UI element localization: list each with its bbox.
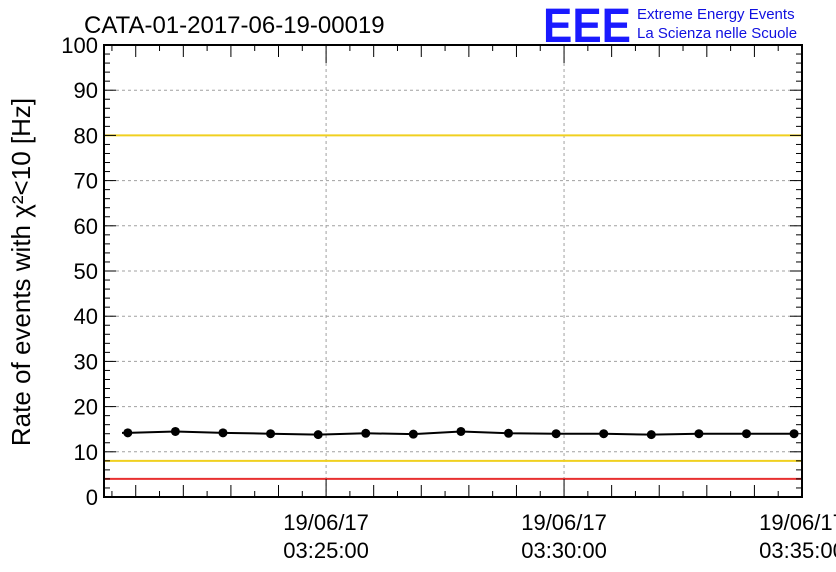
- logo-line-2: La Scienza nelle Scuole: [637, 25, 797, 42]
- y-tick-label: 40: [74, 304, 98, 329]
- data-point: [266, 429, 276, 439]
- eee-logo: EEE Extreme Energy Events La Scienza nel…: [543, 0, 797, 53]
- data-point: [123, 428, 133, 438]
- y-tick-label: 20: [74, 395, 98, 420]
- x-tick-label-time: 03:35:00: [759, 538, 836, 563]
- data-point: [361, 428, 371, 438]
- data-point: [551, 429, 561, 439]
- chart-title: CATA-01-2017-06-19-00019: [84, 12, 385, 39]
- y-axis-label: Rate of events with χ²<10 [Hz]: [6, 98, 36, 446]
- data-point: [218, 428, 228, 438]
- axes: 0 10 20 30 40 50 60 70 80 90 100 19/06/17 03:25:00 19…: [61, 33, 836, 563]
- x-tick-label-date: 19/06/17: [521, 510, 607, 535]
- y-tick-label: 80: [74, 123, 98, 148]
- x-tick-label-time: 03:30:00: [521, 538, 607, 563]
- data-point: [504, 428, 514, 438]
- data-point: [694, 429, 704, 439]
- data-point: [170, 426, 180, 436]
- x-tick-label-date: 19/06/17: [759, 510, 836, 535]
- y-tick-label: 60: [74, 214, 98, 239]
- y-tick-label: 30: [74, 349, 98, 374]
- x-tick-label-date: 19/06/17: [283, 510, 369, 535]
- x-tick-label-time: 03:25:00: [283, 538, 369, 563]
- y-tick-label: 70: [74, 169, 98, 194]
- data-point: [313, 430, 323, 440]
- data-point: [789, 429, 799, 439]
- y-tick-label: 50: [74, 259, 98, 284]
- data-point: [741, 429, 751, 439]
- logo-line-1: Extreme Energy Events: [637, 6, 795, 23]
- y-tick-label: 0: [86, 485, 98, 510]
- y-tick-label: 90: [74, 78, 98, 103]
- series: [122, 426, 799, 440]
- data-point: [599, 429, 609, 439]
- y-tick-label: 100: [61, 33, 98, 58]
- series-line: [122, 430, 795, 436]
- data-point: [646, 430, 656, 440]
- y-tick-label: 10: [74, 440, 98, 465]
- data-point: [456, 426, 466, 436]
- data-point: [408, 429, 418, 439]
